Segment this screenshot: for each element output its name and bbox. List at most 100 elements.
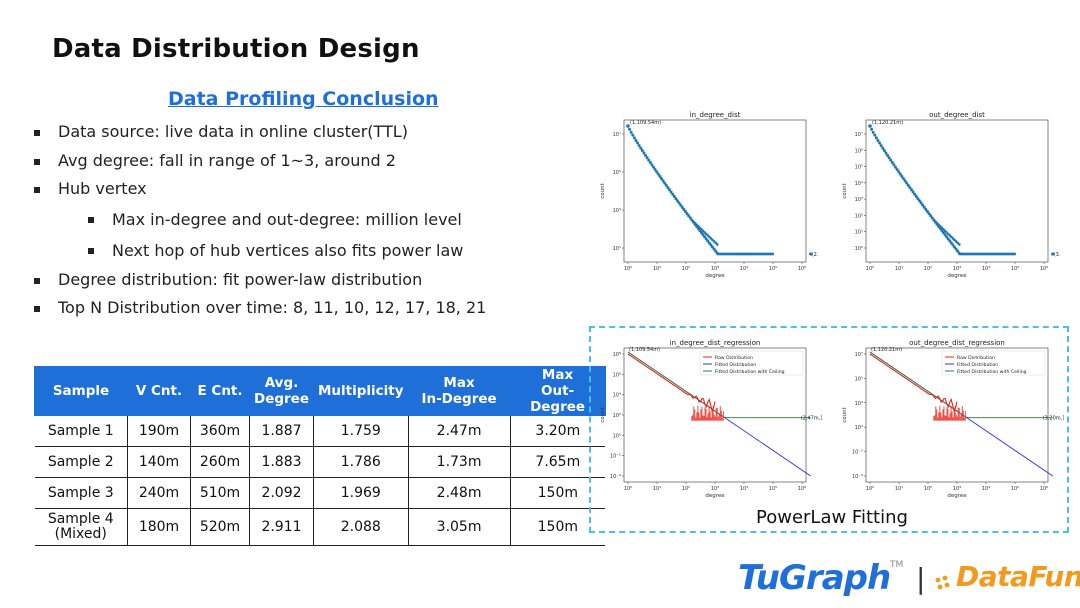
x-tick-label: 10⁴	[740, 486, 748, 492]
bullet-text: Data source: live data in online cluster…	[58, 122, 408, 141]
table-cell: 2.088	[313, 508, 409, 546]
data-point	[898, 172, 902, 176]
y-tick-label: 10⁰	[613, 433, 621, 439]
data-point	[666, 186, 670, 190]
data-point	[714, 249, 718, 253]
data-point	[658, 174, 662, 178]
legend-label: Fitted Distribution with Ceiling	[957, 369, 1027, 375]
col-header: Sample	[34, 366, 128, 416]
data-point	[644, 153, 648, 157]
table-row: Sample 2 140m 260m 1.883 1.786 1.73m 7.6…	[34, 446, 606, 478]
x-tick-label: 10⁵	[769, 486, 777, 492]
x-tick-label: 10⁶	[798, 486, 806, 492]
data-point	[696, 224, 700, 228]
data-point	[884, 151, 888, 155]
y-tick-label: 10¹	[855, 230, 863, 236]
data-point	[948, 239, 952, 243]
data-point	[876, 138, 880, 142]
data-point	[878, 141, 882, 145]
x-tick-label: 10⁰	[624, 486, 632, 492]
table-cell: 1.887	[249, 415, 314, 447]
chart-title: out_degree_dist	[929, 111, 985, 119]
data-point	[958, 243, 961, 246]
data-point	[930, 216, 934, 220]
data-point	[707, 241, 711, 245]
square-bullet-icon	[34, 277, 40, 284]
data-point	[946, 237, 950, 241]
trademark-mark: TM	[890, 560, 904, 570]
data-point	[709, 243, 713, 247]
bullet-text: Top N Distribution over time: 8, 11, 10,…	[58, 298, 487, 317]
bullet-list: Data source: live data in online cluster…	[34, 118, 486, 323]
point-annotation: (1,120.21m)	[871, 347, 902, 353]
data-point	[664, 183, 668, 187]
chart-title: in_degree_dist_regression	[670, 339, 761, 347]
data-point	[629, 130, 633, 134]
y-tick-label: 10⁴	[613, 393, 621, 399]
x-tick-label: 10⁰	[866, 486, 874, 492]
y-tick-label: 10⁷	[855, 132, 863, 138]
tugraph-logo: TuGraph	[738, 558, 891, 598]
data-point	[699, 231, 703, 235]
x-axis-label: degree	[705, 273, 725, 279]
y-tick-label: 10⁶	[855, 148, 863, 154]
data-point	[941, 231, 945, 235]
data-point	[669, 190, 673, 194]
data-point	[871, 130, 875, 134]
legend-label: Fitted Distribution	[957, 362, 998, 368]
data-point	[938, 224, 942, 228]
x-tick-label: 10¹	[653, 266, 661, 272]
table-row: Sample 1 190m 360m 1.887 1.759 2.47m 3.2…	[34, 415, 606, 447]
data-point	[956, 249, 960, 253]
x-tick-label: 10⁴	[740, 266, 748, 272]
data-point	[890, 161, 894, 165]
data-point	[909, 188, 913, 192]
data-point	[913, 192, 917, 196]
data-point	[917, 199, 921, 203]
section-subtitle-link[interactable]: Data Profiling Conclusion	[168, 88, 439, 110]
table-cell: Sample 2	[34, 446, 128, 478]
y-tick-label: 10⁰	[855, 246, 863, 252]
fitted-ceiling-line	[869, 351, 1053, 419]
table-cell: Sample 4 (Mixed)	[34, 508, 128, 546]
data-point	[645, 156, 649, 160]
table-cell: 1.883	[249, 446, 314, 478]
raw-distribution-line	[627, 353, 716, 413]
data-point	[897, 170, 901, 174]
table-cell: 260m	[190, 446, 250, 478]
data-point	[672, 194, 676, 198]
data-point	[919, 201, 923, 205]
y-tick-label: 10³	[613, 208, 621, 214]
data-point	[636, 141, 640, 145]
y-axis-label: count	[600, 406, 606, 422]
slide-title: Data Distribution Design	[52, 34, 420, 64]
table-cell: Sample 1	[34, 415, 128, 447]
data-point	[889, 158, 893, 162]
y-tick-label: 10³	[855, 401, 863, 407]
data-point	[652, 165, 656, 169]
point-annotation: (2.47m,1)	[801, 416, 822, 422]
y-tick-label: 10⁷	[855, 352, 863, 358]
data-point	[954, 247, 958, 251]
data-point	[903, 179, 907, 183]
x-axis-label: degree	[947, 273, 967, 279]
data-point	[655, 170, 659, 174]
sample-stats-table: Sample V Cnt. E Cnt. Avg. Degree Multipli…	[34, 366, 606, 546]
brand-logos: TuGraph TM | DataFun.	[738, 558, 1080, 600]
legend-box	[699, 350, 804, 376]
table-cell: 1.786	[313, 446, 409, 478]
data-point	[927, 212, 931, 216]
data-point	[637, 144, 641, 148]
data-point	[634, 138, 638, 142]
data-point	[642, 151, 646, 155]
y-tick-label: 10⁻¹	[852, 450, 863, 456]
data-point	[911, 190, 915, 194]
y-axis-label: count	[842, 182, 848, 198]
y-tick-label: 10⁸	[613, 352, 621, 358]
data-point	[943, 233, 947, 237]
data-point	[659, 177, 663, 181]
bullet-item: Hub vertex	[34, 175, 486, 204]
y-tick-label: 10²	[613, 413, 621, 419]
data-point	[688, 216, 692, 220]
data-point	[648, 161, 652, 165]
